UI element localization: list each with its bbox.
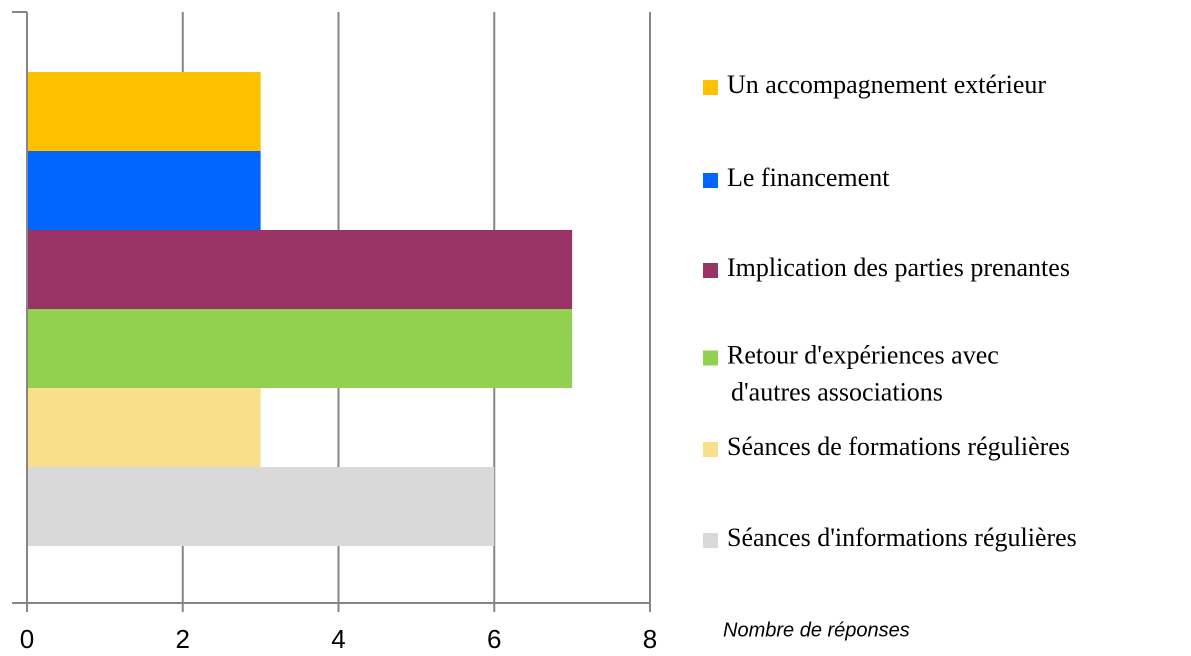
bar — [27, 151, 261, 230]
x-tick-label: 0 — [20, 624, 34, 654]
legend-swatch — [703, 350, 718, 366]
bar — [27, 467, 495, 546]
bar — [27, 309, 573, 388]
legend-swatch — [703, 533, 718, 548]
legend-swatch — [703, 263, 718, 278]
legend-label: Implication des parties prenantes — [727, 253, 1070, 282]
x-tick-label: 8 — [643, 624, 657, 654]
legend-label: Séances de formations régulières — [727, 432, 1070, 461]
legend-swatch — [703, 442, 718, 457]
legend-label: Retour d'expériences avec d'autres associ… — [727, 340, 999, 406]
legend-label: Le financement — [727, 163, 890, 192]
legend-swatch — [703, 173, 718, 188]
legend-label: Séances d'informations régulières — [727, 523, 1077, 552]
x-tick-label: 2 — [176, 624, 190, 654]
bar — [27, 388, 261, 467]
legend-label: Un accompagnement extérieur — [727, 70, 1046, 99]
legend-swatch — [703, 80, 718, 95]
x-axis-label: Nombre de réponses — [723, 619, 910, 641]
x-tick-label: 4 — [331, 624, 345, 654]
bar — [27, 230, 573, 309]
x-tick-label: 6 — [487, 624, 501, 654]
bar — [27, 72, 261, 151]
